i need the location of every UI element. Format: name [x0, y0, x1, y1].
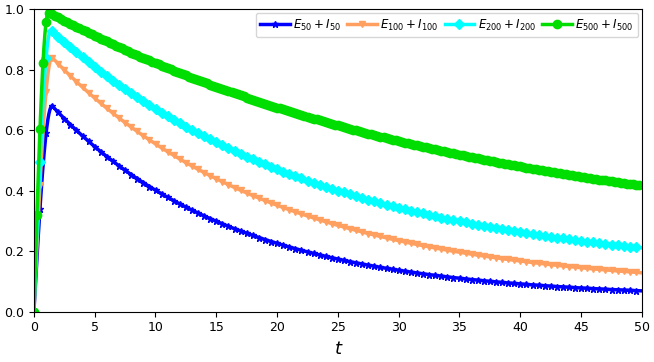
- $E_{50}+I_{50}$: [638, 289, 645, 293]
- $E_{50}+I_{50}$: [48, 104, 56, 108]
- $E_{50}+I_{50}$: [530, 283, 538, 287]
- $E_{100}+I_{100}$: [48, 55, 56, 60]
- $E_{100}+I_{100}$: [394, 239, 402, 243]
- $E_{200}+I_{200}$: [30, 310, 38, 314]
- X-axis label: t: t: [334, 340, 341, 358]
- $E_{50}+I_{50}$: [394, 268, 402, 273]
- $E_{500}+I_{500}$: [484, 158, 492, 163]
- $E_{500}+I_{500}$: [30, 310, 38, 314]
- Line: $E_{200}+I_{200}$: $E_{200}+I_{200}$: [31, 27, 645, 315]
- $E_{500}+I_{500}$: [44, 10, 52, 14]
- Line: $E_{50}+I_{50}$: $E_{50}+I_{50}$: [31, 102, 645, 315]
- $E_{200}+I_{200}$: [262, 163, 270, 167]
- $E_{200}+I_{200}$: [394, 206, 402, 210]
- $E_{100}+I_{100}$: [30, 310, 38, 314]
- Line: $E_{500}+I_{500}$: $E_{500}+I_{500}$: [29, 8, 646, 316]
- $E_{100}+I_{100}$: [530, 261, 538, 265]
- $E_{200}+I_{200}$: [141, 100, 148, 104]
- $E_{200}+I_{200}$: [484, 224, 492, 229]
- $E_{50}+I_{50}$: [30, 310, 38, 314]
- $E_{500}+I_{500}$: [394, 139, 402, 143]
- $E_{500}+I_{500}$: [426, 146, 434, 150]
- $E_{500}+I_{500}$: [141, 56, 148, 60]
- $E_{100}+I_{100}$: [638, 271, 645, 275]
- $E_{500}+I_{500}$: [638, 184, 645, 188]
- $E_{500}+I_{500}$: [262, 102, 270, 106]
- $E_{50}+I_{50}$: [141, 181, 148, 186]
- $E_{50}+I_{50}$: [262, 238, 270, 242]
- $E_{100}+I_{100}$: [141, 134, 148, 139]
- $E_{100}+I_{100}$: [484, 254, 492, 259]
- $E_{200}+I_{200}$: [426, 213, 434, 217]
- $E_{100}+I_{100}$: [262, 199, 270, 203]
- $E_{50}+I_{50}$: [484, 279, 492, 283]
- $E_{200}+I_{200}$: [47, 28, 55, 33]
- $E_{50}+I_{50}$: [426, 273, 434, 277]
- Legend: $E_{50}+I_{50}$, $E_{100}+I_{100}$, $E_{200}+I_{200}$, $E_{500}+I_{500}$: $E_{50}+I_{50}$, $E_{100}+I_{100}$, $E_{…: [256, 13, 638, 37]
- $E_{500}+I_{500}$: [530, 167, 538, 171]
- Line: $E_{100}+I_{100}$: $E_{100}+I_{100}$: [31, 54, 645, 315]
- $E_{200}+I_{200}$: [638, 245, 645, 250]
- $E_{100}+I_{100}$: [426, 245, 434, 249]
- $E_{200}+I_{200}$: [530, 232, 538, 236]
